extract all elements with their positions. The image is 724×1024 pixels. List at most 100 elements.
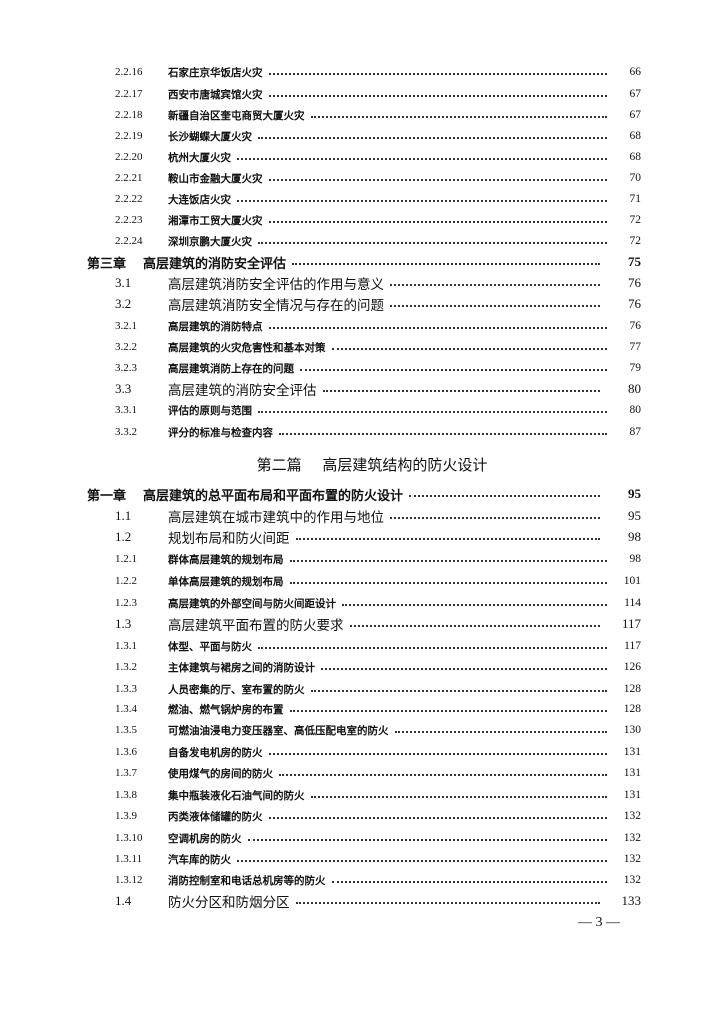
part-title: 高层建筑结构的防火设计 — [322, 456, 488, 474]
entry-page: 126 — [623, 661, 641, 673]
entry-page: 71 — [629, 193, 642, 205]
entry-number: 1.3.5 — [115, 724, 137, 736]
entry-number: 1.2.1 — [115, 553, 137, 565]
toc-entry: 2.2.17 西安市唐城宾馆火灾 67 — [0, 84, 724, 104]
toc-entry: 2.2.20 杭州大厦火灾 68 — [0, 147, 724, 167]
entry-number: 3.1 — [115, 275, 132, 290]
entry-number: 1.3.2 — [115, 661, 137, 673]
entry-title: 体型、平面与防火 — [168, 640, 252, 653]
entry-page: 98 — [629, 553, 642, 565]
dot-leader — [269, 179, 607, 181]
entry-title: 高层建筑的消防安全评估 — [143, 256, 287, 272]
entry-page: 80 — [628, 381, 641, 396]
entry-page: 132 — [623, 874, 641, 886]
entry-number: 1.3 — [115, 616, 132, 631]
entry-page: 101 — [623, 575, 641, 587]
entry-title: 空调机房的防火 — [168, 832, 242, 845]
part-label: 第二篇 — [256, 456, 302, 474]
toc-entry: 3.2.3 高层建筑消防上存在的问题 79 — [0, 358, 724, 378]
entry-number: 3.2.2 — [115, 341, 137, 353]
dot-leader — [269, 327, 607, 329]
entry-page: 68 — [629, 151, 642, 163]
dot-leader — [409, 495, 600, 497]
entry-number: 1.1 — [115, 508, 132, 523]
toc-entry: 1.3.3 人员密集的厅、室布置的防火 128 — [0, 679, 724, 699]
entry-number: 1.3.7 — [115, 767, 137, 779]
toc-entry: 1.3.11 汽车库的防火 132 — [0, 849, 724, 869]
dot-leader — [390, 284, 600, 286]
entry-title: 高层建筑的消防特点 — [168, 320, 263, 333]
entry-page: 130 — [623, 724, 641, 736]
toc-entry: 2.2.22 大连饭店火灾 71 — [0, 189, 724, 209]
dot-leader — [390, 517, 600, 519]
entry-number: 第一章 — [87, 487, 127, 503]
toc-entry: 第一章 高层建筑的总平面布局和平面布置的防火设计 95 — [0, 484, 724, 504]
entry-number: 2.2.19 — [115, 130, 143, 142]
entry-number: 1.3.10 — [115, 832, 143, 844]
entry-title: 人员密集的厅、室布置的防火 — [168, 683, 305, 696]
toc-entry: 1.3.12 消防控制室和电话总机房等的防火 132 — [0, 870, 724, 890]
entry-page: 132 — [623, 832, 641, 844]
dot-leader — [279, 774, 607, 776]
dot-leader — [332, 881, 607, 883]
entry-title: 高层建筑的消防安全评估 — [168, 383, 317, 399]
toc-entry: 2.2.16 石家庄京华饭店火灾 66 — [0, 62, 724, 82]
entry-page: 79 — [629, 362, 642, 374]
dot-leader — [342, 604, 607, 606]
toc-entry: 1.3 高层建筑平面布置的防火要求 117 — [0, 614, 724, 634]
entry-page: 131 — [623, 746, 641, 758]
entry-number: 3.2 — [115, 296, 132, 311]
entry-title: 评估的原则与范围 — [168, 404, 252, 417]
entry-page: 67 — [629, 109, 642, 121]
entry-number: 2.2.18 — [115, 109, 143, 121]
entry-title: 西安市唐城宾馆火灾 — [168, 88, 263, 101]
entry-title: 石家庄京华饭店火灾 — [168, 66, 263, 79]
toc-entry: 3.1 高层建筑消防安全评估的作用与意义 76 — [0, 273, 724, 293]
entry-title: 汽车库的防火 — [168, 853, 231, 866]
toc-entry: 1.4 防火分区和防烟分区 133 — [0, 891, 724, 911]
dot-leader — [269, 73, 607, 75]
toc-entry: 2.2.24 深圳京鹏大厦火灾 72 — [0, 231, 724, 251]
toc-entry: 3.2 高层建筑消防安全情况与存在的问题 76 — [0, 294, 724, 314]
entry-number: 第三章 — [87, 255, 127, 271]
entry-title: 新疆自治区奎屯商贸大厦火灾 — [168, 109, 305, 122]
toc-entry: 第三章 高层建筑的消防安全评估 75 — [0, 252, 724, 272]
toc-entry: 2.2.18 新疆自治区奎屯商贸大厦火灾 67 — [0, 105, 724, 125]
dot-leader — [321, 668, 607, 670]
entry-title: 燃油、燃气锅炉房的布置 — [168, 703, 284, 716]
entry-number: 1.2.2 — [115, 575, 137, 587]
entry-page: 72 — [629, 235, 642, 247]
dot-leader — [258, 647, 607, 649]
dot-leader — [258, 137, 607, 139]
entry-title: 高层建筑的外部空间与防火间距设计 — [168, 597, 336, 610]
toc-entry: 1.2.3 高层建筑的外部空间与防火间距设计 114 — [0, 593, 724, 613]
dot-leader — [332, 348, 607, 350]
entry-page: 80 — [629, 404, 642, 416]
entry-page: 77 — [629, 341, 642, 353]
entry-number: 2.2.17 — [115, 88, 143, 100]
entry-page: 95 — [628, 486, 641, 501]
entry-number: 2.2.20 — [115, 151, 143, 163]
entry-title: 鞍山市金融大厦火灾 — [168, 172, 263, 185]
entry-page: 76 — [628, 296, 641, 311]
entry-title: 丙类液体储罐的防火 — [168, 810, 263, 823]
toc-entry: 1.2.1 群体高层建筑的规划布局 98 — [0, 549, 724, 569]
dot-leader — [296, 902, 600, 904]
dot-leader — [300, 369, 607, 371]
entry-number: 1.3.12 — [115, 874, 143, 886]
entry-page: 75 — [628, 254, 641, 269]
toc-entry: 3.2.2 高层建筑的火灾危害性和基本对策 77 — [0, 337, 724, 357]
toc-entry: 2.2.19 长沙蝴蝶大厦火灾 68 — [0, 126, 724, 146]
entry-page: 114 — [624, 597, 641, 609]
dot-leader — [279, 433, 607, 435]
dot-leader — [237, 860, 607, 862]
entry-page: 70 — [629, 172, 642, 184]
entry-title: 使用煤气的房间的防火 — [168, 767, 273, 780]
entry-title: 高层建筑消防安全情况与存在的问题 — [168, 298, 384, 314]
entry-number: 1.3.6 — [115, 746, 137, 758]
entry-title: 规划布局和防火间距 — [168, 531, 290, 547]
entry-number: 1.3.11 — [115, 853, 143, 865]
toc-entry: 1.3.2 主体建筑与裙房之间的消防设计 126 — [0, 657, 724, 677]
dot-leader — [390, 305, 600, 307]
entry-number: 1.3.8 — [115, 789, 137, 801]
